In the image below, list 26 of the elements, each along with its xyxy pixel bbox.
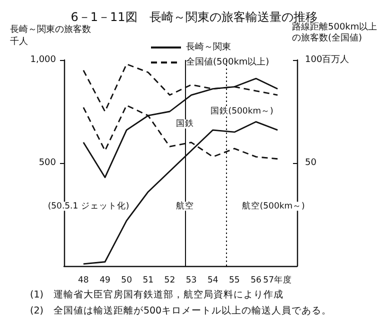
x-tick-label: 53 [186,276,197,286]
chart-title: 6－1－11図 長崎～関東の旅客輸送量の推移 [70,10,318,24]
legend-label: 全国値(500km以上) [186,56,270,68]
y-axis-title: 長崎～関東の旅客数千人 [10,24,91,47]
text: (2) 全国値は輸送距離が500キロメートル以上の輸送人員である。 [30,304,332,316]
x-tick-label: 56 [250,276,262,286]
annotation: 国鉄 [176,118,194,129]
annotation: 国鉄(500km～) [210,106,274,117]
x-tick-label: 52 [164,276,176,286]
y-tick-label: 1,000 [30,55,56,65]
x-tick-label: 48 [78,276,89,286]
y-tick-label: 500 [38,158,56,168]
y2-tick-label: 100百万人 [305,54,350,65]
annotation: (50.5.1 ジェット化) [48,200,130,212]
x-tick-label: 54 [207,276,218,286]
y2-tick-label: 50 [305,158,317,168]
text: (1) 運輸省大臣官房国有鉄道部，航空局資料により作成 [30,288,284,300]
x-tick-label: 51 [142,276,154,286]
legend-label: 長崎～関東 [186,42,231,52]
x-tick-label: 55 [229,276,240,286]
x-tick-label: 50 [121,276,132,286]
x-tick-label: 57年度 [263,274,292,286]
ref-line-label: 航空(500km～) [242,200,305,212]
y2-axis-title: 路線距離500km以上の旅客数(全国値) [292,22,378,44]
x-tick-label: 49 [100,276,110,286]
ref-line-label: 航空 [176,200,194,212]
